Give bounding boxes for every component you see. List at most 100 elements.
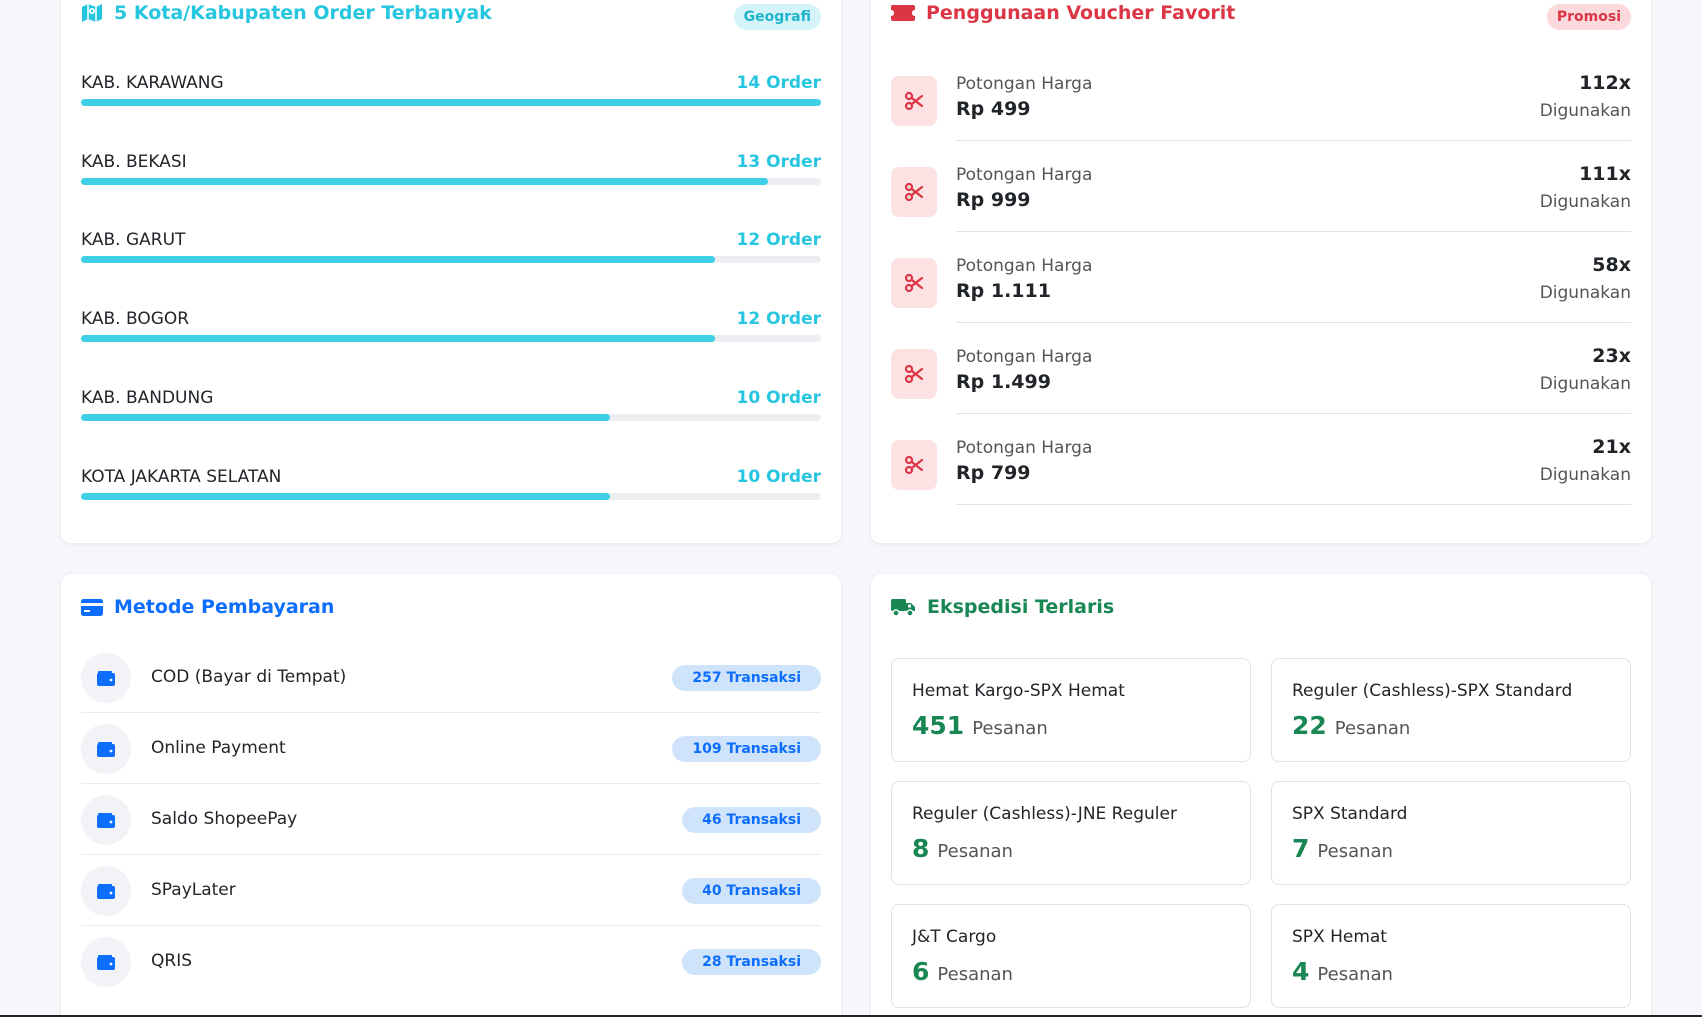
city-progress-track xyxy=(81,414,821,421)
courier-name: Hemat Kargo-SPX Hemat xyxy=(912,681,1125,701)
courier-order-count: 7 xyxy=(1292,834,1310,863)
city-progress-track xyxy=(81,99,821,106)
payment-method-name: SPayLater xyxy=(151,880,236,900)
wallet-icon xyxy=(81,937,131,987)
payment-methods-card: Metode Pembayaran COD (Bayar di Tempat) … xyxy=(61,574,841,1017)
map-icon xyxy=(82,4,102,22)
courier-card: SPX Hemat 4 Pesanan xyxy=(1271,904,1631,1008)
voucher-type: Potongan Harga xyxy=(956,347,1093,367)
scissors-icon xyxy=(891,258,937,308)
divider xyxy=(956,504,1631,505)
city-progress-fill xyxy=(81,99,821,106)
divider xyxy=(956,322,1631,323)
city-progress-track xyxy=(81,493,821,500)
courier-name: Reguler (Cashless)-SPX Standard xyxy=(1292,681,1573,701)
voucher-usage-count: 21x xyxy=(1592,436,1631,458)
scissors-icon xyxy=(891,440,937,490)
payment-method-item: QRIS 28 Transaksi xyxy=(81,925,821,996)
courier-order-summary: 4 Pesanan xyxy=(1292,957,1393,986)
city-progress-fill xyxy=(81,414,610,421)
courier-order-summary: 451 Pesanan xyxy=(912,711,1048,740)
payment-method-name: QRIS xyxy=(151,951,192,971)
credit-card-icon xyxy=(81,598,103,616)
scissors-icon xyxy=(891,167,937,217)
courier-name: J&T Cargo xyxy=(912,927,997,947)
voucher-usage-count: 111x xyxy=(1579,163,1631,185)
voucher-amount: Rp 1.111 xyxy=(956,280,1051,302)
courier-name: SPX Hemat xyxy=(1292,927,1387,947)
city-name: KAB. BOGOR xyxy=(81,309,190,329)
transaction-count-badge: 257 Transaksi xyxy=(672,665,821,691)
payment-method-item: Saldo ShopeePay 46 Transaksi xyxy=(81,783,821,855)
divider xyxy=(956,140,1631,141)
voucher-usage-count: 23x xyxy=(1592,345,1631,367)
voucher-amount: Rp 499 xyxy=(956,98,1031,120)
courier-order-summary: 22 Pesanan xyxy=(1292,711,1410,740)
courier-card: Reguler (Cashless)-SPX Standard 22 Pesana… xyxy=(1271,658,1631,762)
city-name: KAB. BEKASI xyxy=(81,152,187,172)
city-order-count: 10 Order xyxy=(736,467,822,487)
courier-order-count: 451 xyxy=(912,711,965,740)
transaction-count-badge: 109 Transaksi xyxy=(672,736,821,762)
top-couriers-title: Ekspedisi Terlaris xyxy=(891,596,1114,618)
wallet-icon xyxy=(81,795,131,845)
promotion-badge: Promosi xyxy=(1546,4,1631,30)
city-order-count: 12 Order xyxy=(736,230,822,250)
voucher-type: Potongan Harga xyxy=(956,165,1093,185)
voucher-item: Potongan Harga Rp 799 21x Digunakan xyxy=(891,434,1631,505)
voucher-type: Potongan Harga xyxy=(956,438,1093,458)
truck-icon xyxy=(891,598,915,617)
city-progress-track xyxy=(81,178,821,185)
courier-order-summary: 6 Pesanan xyxy=(912,957,1013,986)
voucher-usage-count: 112x xyxy=(1579,72,1631,94)
voucher-item: Potongan Harga Rp 999 111x Digunakan xyxy=(891,161,1631,232)
city-order-count: 14 Order xyxy=(736,73,822,93)
window-bottom-edge xyxy=(0,1015,1702,1017)
city-name: KAB. BANDUNG xyxy=(81,388,214,408)
voucher-usage-title: Penggunaan Voucher Favorit xyxy=(891,2,1235,24)
divider xyxy=(81,854,821,855)
payment-methods-title: Metode Pembayaran xyxy=(81,596,334,618)
top-couriers-card: Ekspedisi Terlaris Hemat Kargo-SPX Hemat… xyxy=(871,574,1651,1017)
courier-name: Reguler (Cashless)-JNE Reguler xyxy=(912,804,1177,824)
voucher-type: Potongan Harga xyxy=(956,256,1093,276)
city-progress-track xyxy=(81,256,821,263)
courier-card: Reguler (Cashless)-JNE Reguler 8 Pesanan xyxy=(891,781,1251,885)
voucher-usage-label: Digunakan xyxy=(1539,283,1631,303)
wallet-icon xyxy=(81,653,131,703)
transaction-count-badge: 40 Transaksi xyxy=(682,878,821,904)
voucher-usage-label: Digunakan xyxy=(1539,192,1631,212)
top-cities-title: 5 Kota/Kabupaten Order Terbanyak xyxy=(81,2,492,24)
divider xyxy=(956,413,1631,414)
scissors-icon xyxy=(891,76,937,126)
city-order-count: 12 Order xyxy=(736,309,822,329)
city-progress-fill xyxy=(81,256,716,263)
courier-order-summary: 7 Pesanan xyxy=(1292,834,1393,863)
divider xyxy=(81,712,821,713)
wallet-icon xyxy=(81,866,131,916)
payment-method-item: SPayLater 40 Transaksi xyxy=(81,854,821,926)
courier-card: SPX Standard 7 Pesanan xyxy=(1271,781,1631,885)
courier-order-unit: Pesanan xyxy=(937,964,1013,985)
wallet-icon xyxy=(81,724,131,774)
payment-method-name: Saldo ShopeePay xyxy=(151,809,298,829)
courier-order-unit: Pesanan xyxy=(1317,964,1393,985)
divider xyxy=(956,231,1631,232)
courier-order-summary: 8 Pesanan xyxy=(912,834,1013,863)
city-name: KOTA JAKARTA SELATAN xyxy=(81,467,282,487)
courier-order-count: 4 xyxy=(1292,957,1310,986)
courier-order-unit: Pesanan xyxy=(972,718,1048,739)
voucher-item: Potongan Harga Rp 1.499 23x Digunakan xyxy=(891,343,1631,414)
courier-name: SPX Standard xyxy=(1292,804,1408,824)
voucher-item: Potongan Harga Rp 499 112x Digunakan xyxy=(891,70,1631,141)
voucher-item: Potongan Harga Rp 1.111 58x Digunakan xyxy=(891,252,1631,323)
city-order-count: 13 Order xyxy=(736,152,822,172)
divider xyxy=(81,925,821,926)
voucher-usage-label: Digunakan xyxy=(1539,374,1631,394)
transaction-count-badge: 28 Transaksi xyxy=(682,949,821,975)
city-progress-fill xyxy=(81,178,769,185)
scissors-icon xyxy=(891,349,937,399)
courier-order-count: 22 xyxy=(1292,711,1327,740)
city-order-count: 10 Order xyxy=(736,388,822,408)
voucher-usage-label: Digunakan xyxy=(1539,465,1631,485)
